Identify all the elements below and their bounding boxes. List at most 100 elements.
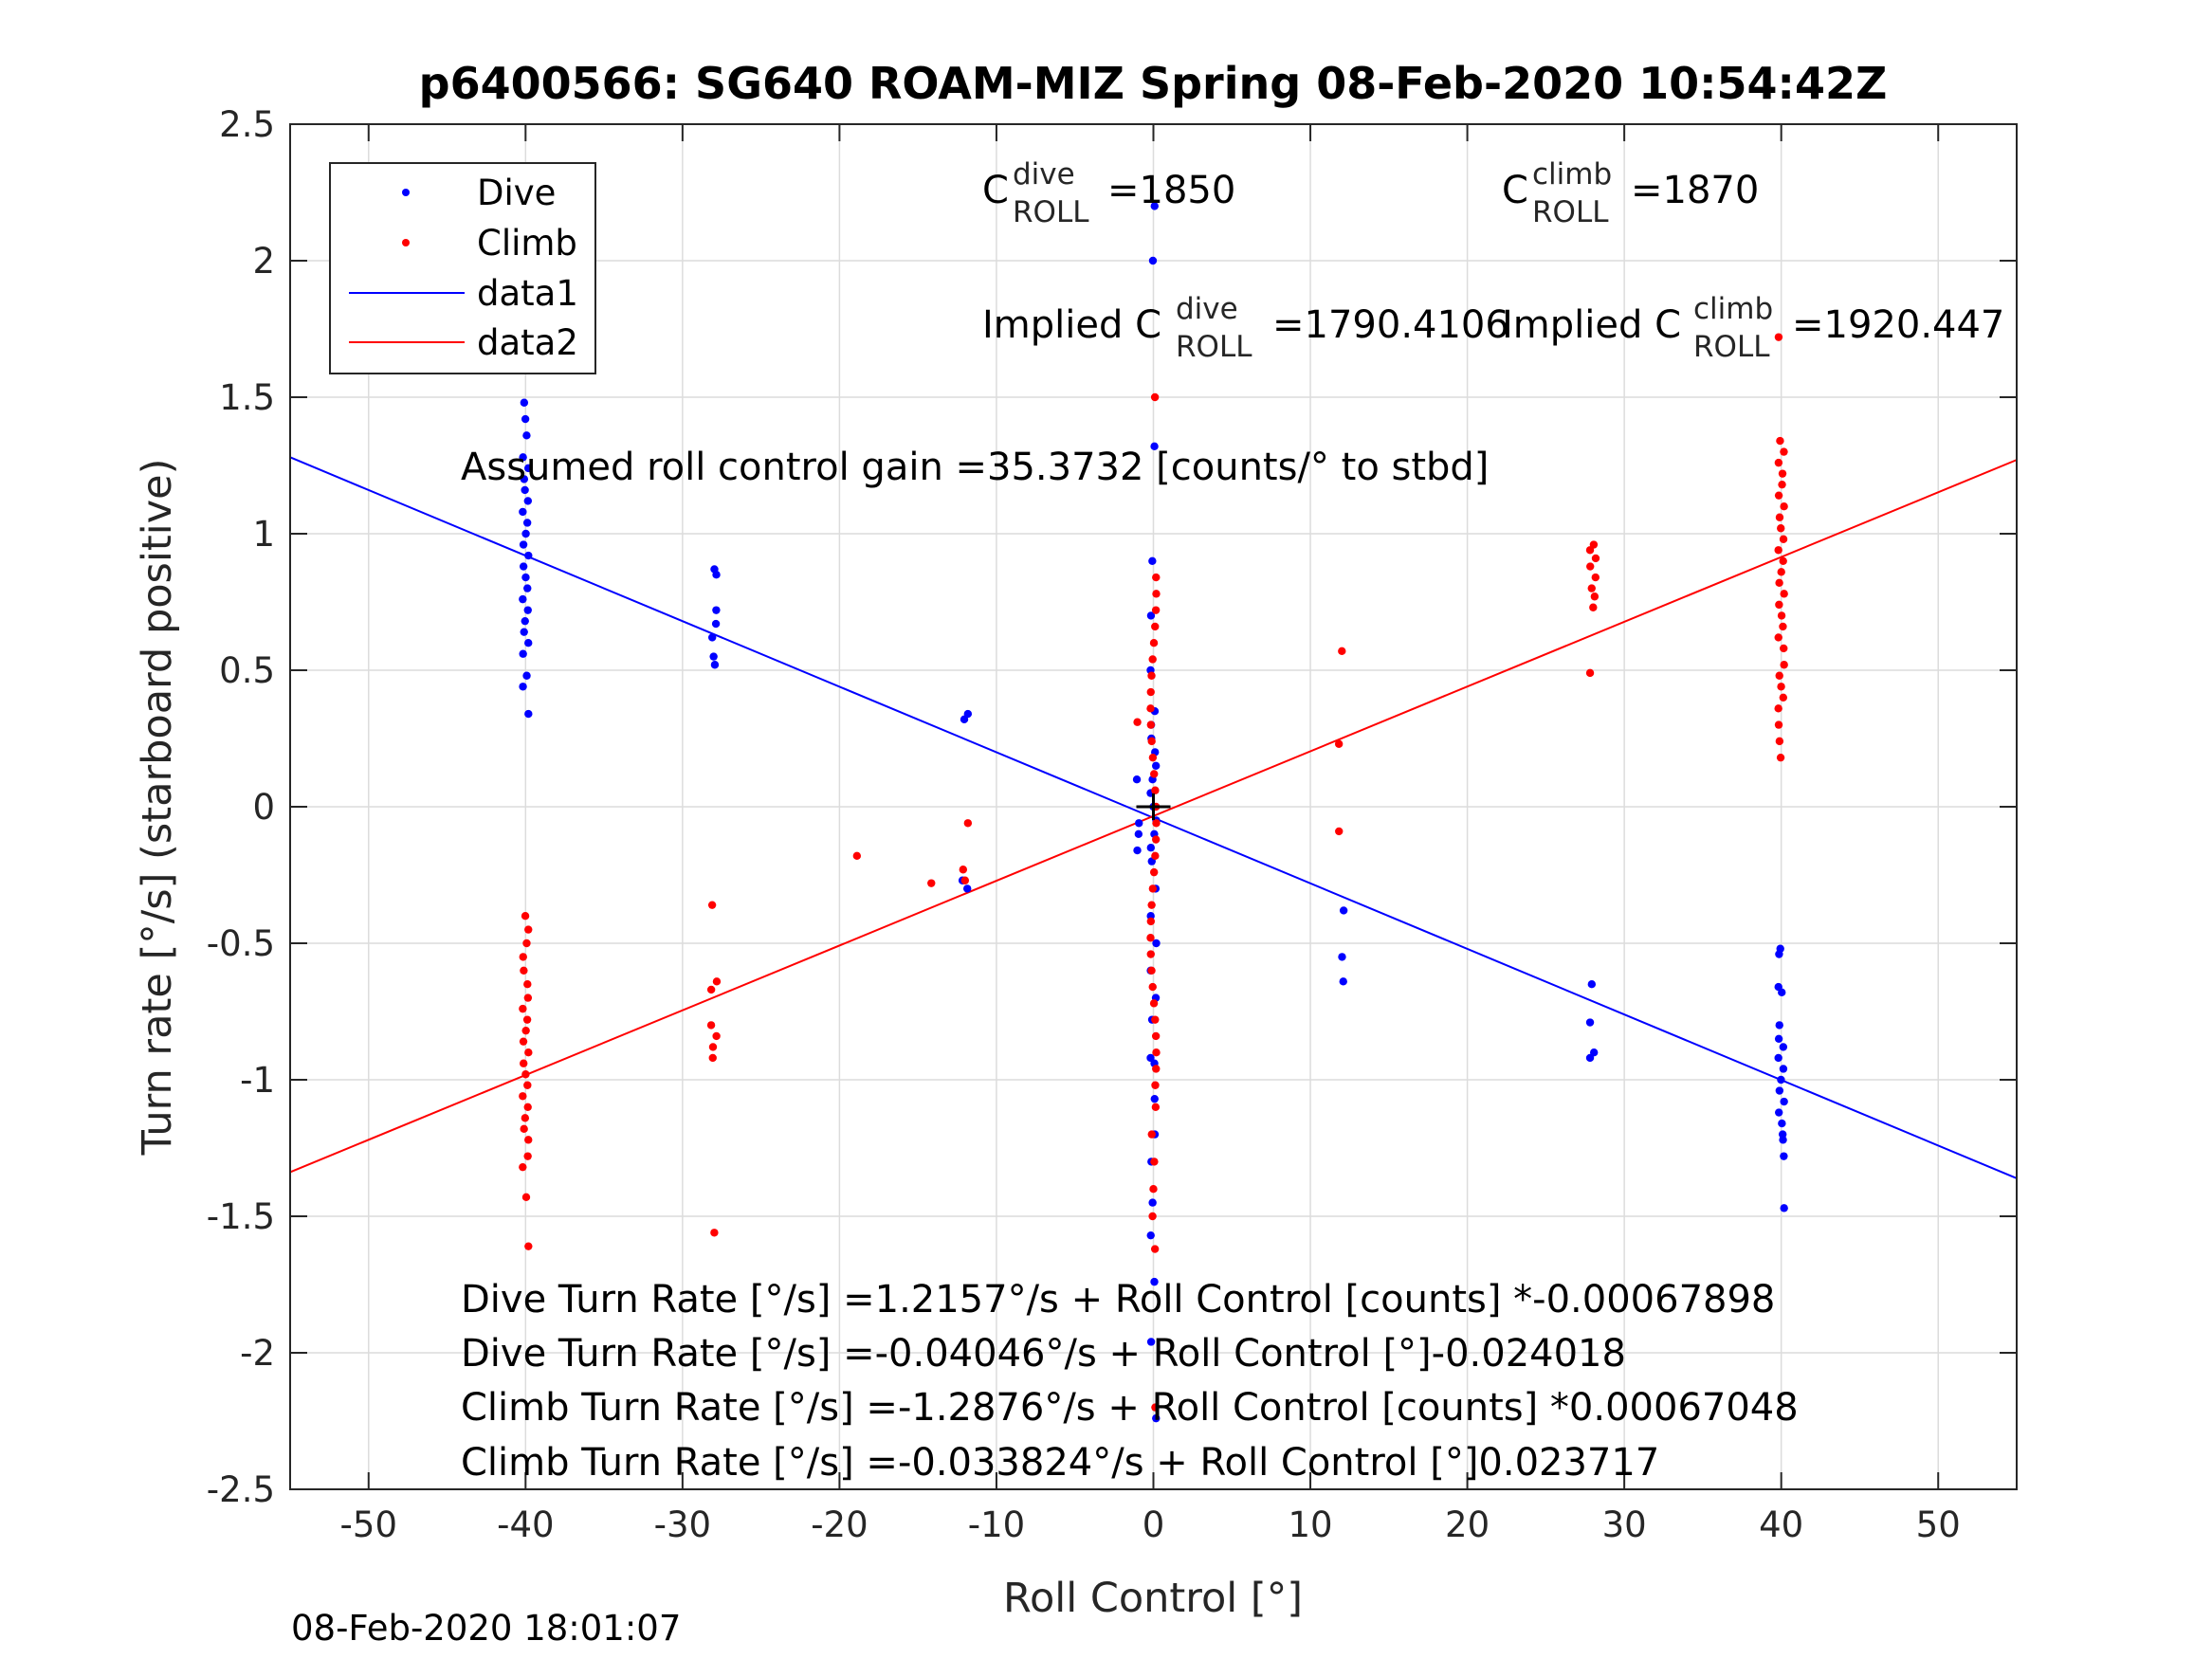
y-tick-label: -2.5 (207, 1469, 275, 1510)
point-dive (519, 594, 527, 604)
gain-annotation: Assumed roll control gain =35.3732 [coun… (461, 446, 1489, 489)
point-climb (1775, 578, 1783, 588)
point-climb (1776, 753, 1785, 762)
point-climb (521, 1070, 530, 1079)
point-dive (1775, 950, 1783, 958)
point-dive (1146, 611, 1156, 620)
point-climb (1146, 934, 1155, 942)
point-climb (1586, 562, 1595, 571)
point-climb (963, 819, 973, 828)
c-climb-annotation: C climb ROLL =1870 (1502, 157, 1759, 229)
point-climb (524, 1242, 533, 1250)
timestamp: 08-Feb-2020 18:01:07 (291, 1608, 681, 1649)
point-climb (1778, 469, 1787, 478)
point-climb (1591, 573, 1600, 582)
point-dive (1148, 556, 1157, 565)
point-dive (712, 571, 721, 579)
point-climb (1780, 644, 1788, 653)
point-climb (1776, 436, 1784, 446)
point-climb (1149, 999, 1159, 1008)
point-climb (710, 1229, 719, 1237)
point-dive (519, 507, 527, 517)
point-dive (523, 464, 533, 473)
point-climb (1151, 786, 1160, 794)
point-climb (1780, 661, 1788, 669)
point-climb (521, 1026, 530, 1035)
point-climb (520, 966, 528, 975)
point-climb (521, 1193, 531, 1202)
point-climb (852, 851, 862, 861)
point-dive (710, 661, 720, 669)
point-dive (521, 485, 529, 495)
implied-climb-sub: ROLL (1693, 330, 1770, 364)
legend-climb-label: Climb (477, 223, 577, 264)
c-climb-sub: ROLL (1532, 195, 1609, 229)
legend-data1-label: data1 (477, 273, 578, 314)
point-climb (1777, 683, 1785, 691)
point-dive (1779, 1065, 1788, 1073)
point-climb (1150, 392, 1160, 402)
legend-data2-label: data2 (477, 322, 578, 363)
point-climb (523, 1103, 532, 1112)
x-tick-label: 20 (1445, 1504, 1490, 1545)
chart-title: p6400566: SG640 ROAM-MIZ Spring 08-Feb-2… (419, 58, 1888, 109)
point-dive (1134, 830, 1143, 838)
point-climb (960, 876, 970, 884)
point-climb (521, 1114, 530, 1122)
y-axis-label: Turn rate [°/s] (starboard positive) (134, 459, 181, 1157)
point-climb (519, 1004, 527, 1013)
x-tick-label: 0 (1143, 1504, 1165, 1545)
point-dive (1339, 977, 1347, 986)
point-climb (1590, 592, 1600, 601)
point-climb (519, 953, 527, 961)
point-climb (712, 1031, 721, 1041)
point-dive (1777, 1075, 1785, 1085)
point-climb (1151, 1015, 1160, 1024)
point-climb (1147, 901, 1156, 909)
point-climb (1152, 1048, 1161, 1057)
point-climb (1151, 851, 1160, 861)
point-climb (1774, 491, 1783, 500)
point-dive (1775, 1086, 1784, 1095)
point-climb (706, 1021, 716, 1030)
point-climb (1335, 827, 1344, 836)
point-dive (523, 584, 532, 592)
point-dive (522, 519, 532, 527)
point-climb (1585, 546, 1595, 555)
point-climb (1149, 867, 1159, 877)
point-climb (1147, 671, 1156, 680)
point-climb (708, 1043, 718, 1051)
ticks (290, 123, 2017, 1490)
point-dive (519, 649, 527, 658)
y-tick-label: 2 (252, 241, 275, 282)
y-tick-label: 0 (252, 787, 275, 828)
point-dive (520, 398, 529, 407)
point-climb (1334, 739, 1344, 748)
point-dive (519, 540, 528, 549)
point-climb (1774, 633, 1782, 642)
point-climb (1779, 693, 1788, 702)
point-climb (1150, 1158, 1159, 1166)
point-climb (1587, 584, 1596, 592)
point-climb (1589, 603, 1598, 611)
implied-climb-prefix: Implied C (1502, 303, 1681, 347)
point-dive (521, 529, 530, 538)
point-dive (963, 884, 972, 893)
point-climb (708, 1053, 717, 1063)
point-climb (1147, 737, 1156, 746)
point-dive (521, 616, 529, 626)
point-climb (519, 1162, 527, 1172)
y-tick-label: -0.5 (207, 923, 275, 964)
point-dive (1779, 1136, 1787, 1144)
point-climb (1775, 600, 1783, 610)
c-climb-value: =1870 (1631, 169, 1759, 212)
point-climb (523, 994, 533, 1002)
legend-dive-label: Dive (477, 173, 556, 213)
point-climb (1149, 1185, 1158, 1194)
point-climb (1775, 671, 1783, 680)
dive-equation-degrees: Dive Turn Rate [°/s] =-0.04046°/s + Roll… (461, 1332, 1626, 1376)
point-dive (1774, 1053, 1782, 1063)
implied-climb-annotation: Implied C climb ROLL =1920.447 (1502, 292, 2004, 364)
point-climb (1779, 622, 1787, 631)
